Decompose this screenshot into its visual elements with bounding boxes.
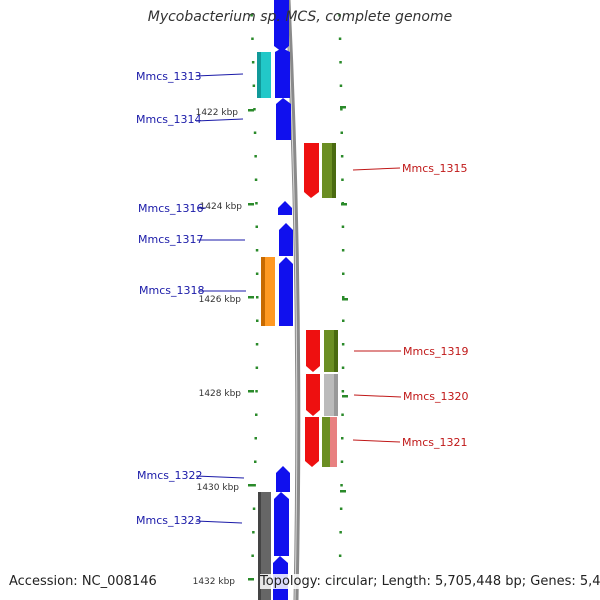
tick-mark — [340, 131, 343, 134]
gene-mmcs-1321-box-pink[interactable] — [330, 417, 337, 467]
tick-mark — [255, 272, 259, 275]
gene-label-mmcs-1314[interactable]: Mmcs_1314 — [136, 113, 201, 126]
right-tick-column — [338, 14, 345, 581]
tick-mark — [341, 366, 345, 369]
gene-mmcs-1313-arrow[interactable] — [275, 48, 290, 98]
tick-mark — [342, 272, 345, 275]
tick-mark — [255, 413, 258, 416]
tick-mark — [341, 343, 345, 346]
label-leaders — [195, 73, 402, 524]
gene-label-mmcs-1323[interactable]: Mmcs_1323 — [136, 514, 201, 527]
gene-blue-top[interactable] — [274, 0, 289, 52]
tick-mark — [255, 249, 259, 252]
gene-label-mmcs-1315[interactable]: Mmcs_1315 — [402, 162, 467, 175]
tick-mark — [340, 460, 344, 463]
tick-mark — [341, 413, 344, 416]
gene-mmcs-1315-arrow[interactable] — [304, 143, 319, 198]
kbp-label-1430: 1430 kbp — [197, 483, 240, 493]
gene-label-mmcs-1322[interactable]: Mmcs_1322 — [137, 469, 202, 482]
tick-mark — [255, 366, 259, 369]
tick-mark — [251, 554, 254, 557]
tick-mark — [342, 296, 345, 299]
gene-label-mmcs-1318[interactable]: Mmcs_1318 — [139, 284, 204, 297]
gene-mmcs-1319-arrow[interactable] — [306, 330, 320, 372]
gene-mmcs-1318-arrow[interactable] — [279, 257, 293, 326]
tick-mark — [251, 61, 255, 64]
tick-mark — [341, 225, 345, 228]
tick-mark — [255, 390, 258, 393]
gene-labels: Mmcs_1313 Mmcs_1314 Mmcs_1316 Mmcs_1317 … — [136, 70, 468, 527]
tick-mark — [340, 155, 344, 158]
tick-mark — [254, 437, 257, 440]
tick-mark — [340, 108, 343, 111]
gene-mmcs-1323-arrow[interactable] — [274, 492, 289, 556]
tick-mark — [339, 61, 342, 64]
gene-mmcs-1314-arrow[interactable] — [276, 98, 291, 140]
gene-label-mmcs-1320[interactable]: Mmcs_1320 — [403, 390, 468, 403]
kbp-scale: 1422 kbp 1424 kbp 1426 kbp 1428 kbp 1430… — [193, 106, 348, 587]
tick-mark — [251, 37, 254, 40]
tick-mark — [339, 84, 343, 87]
left-feature-boxes — [257, 52, 275, 600]
tick-mark — [253, 484, 256, 487]
gene-label-mmcs-1319[interactable]: Mmcs_1319 — [403, 345, 468, 358]
gene-label-mmcs-1316[interactable]: Mmcs_1316 — [138, 202, 203, 215]
topology-text: Topology: circular; Length: 5,705,448 bp… — [260, 574, 600, 589]
tick-mark — [252, 507, 256, 510]
tick-mark — [253, 108, 256, 111]
kbp-label-1424: 1424 kbp — [200, 202, 243, 212]
tick-mark — [338, 554, 342, 557]
gene-mmcs-1323-box[interactable] — [258, 492, 271, 600]
tick-mark — [254, 460, 257, 463]
tick-mark — [255, 343, 259, 346]
tick-mark — [341, 178, 344, 181]
gene-mmcs-1320-arrow[interactable] — [306, 374, 320, 416]
gene-mmcs-1317-arrow[interactable] — [279, 223, 293, 256]
tick-mark — [256, 319, 259, 322]
tick-mark — [252, 84, 256, 87]
accession-text: Accession: NC_008146 — [9, 574, 157, 589]
map-title: Mycobacterium sp. MCS, complete genome — [147, 9, 453, 25]
tick-mark — [339, 531, 342, 534]
kbp-label-1428: 1428 kbp — [199, 389, 242, 399]
tick-mark — [254, 155, 257, 158]
gene-mmcs-1322-arrow[interactable] — [276, 466, 290, 492]
gene-mmcs-1321-arrow[interactable] — [305, 417, 319, 467]
tick-mark — [341, 437, 344, 440]
gene-mmcs-1321-box-olive[interactable] — [322, 417, 330, 467]
gene-label-mmcs-1317[interactable]: Mmcs_1317 — [138, 233, 203, 246]
forward-strand-genes — [273, 0, 293, 600]
tick-mark — [255, 202, 258, 205]
tick-mark — [253, 131, 257, 134]
kbp-label-1426: 1426 kbp — [199, 295, 242, 305]
tick-mark — [342, 319, 345, 322]
gene-mmcs-1316-arrow[interactable] — [278, 201, 292, 215]
gene-label-mmcs-1321[interactable]: Mmcs_1321 — [402, 436, 467, 449]
kbp-label-1432: 1432 kbp — [193, 577, 236, 587]
gene-label-mmcs-1313[interactable]: Mmcs_1313 — [136, 70, 201, 83]
tick-mark — [254, 178, 258, 181]
tick-mark — [339, 507, 343, 510]
tick-mark — [340, 484, 343, 487]
genome-backbone — [285, 0, 301, 600]
tick-mark — [255, 225, 258, 228]
tick-mark — [252, 531, 255, 534]
kbp-label-1422: 1422 kbp — [196, 108, 239, 118]
tick-mark — [256, 296, 259, 299]
reverse-strand-genes — [304, 143, 338, 467]
tick-mark — [338, 37, 342, 40]
tick-mark — [341, 390, 345, 393]
tick-mark — [341, 249, 345, 252]
tick-mark — [338, 14, 341, 17]
tick-mark — [250, 14, 253, 17]
left-tick-column — [250, 14, 259, 581]
